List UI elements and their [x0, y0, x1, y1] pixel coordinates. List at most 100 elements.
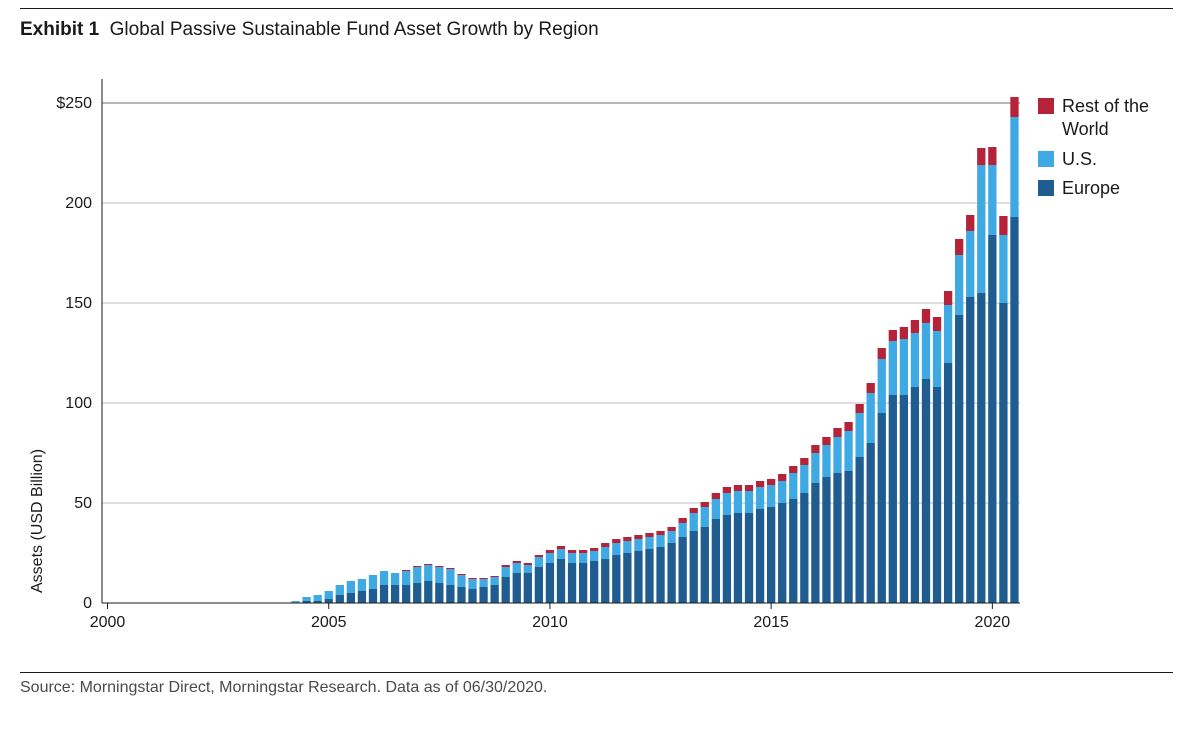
bar-segment [468, 589, 476, 603]
bar-segment [955, 239, 963, 255]
bar-segment [789, 499, 797, 603]
legend-swatch [1038, 98, 1054, 114]
bar-segment [1010, 97, 1018, 117]
bar-segment [557, 549, 565, 559]
bar-segment [933, 331, 941, 387]
legend-swatch [1038, 151, 1054, 167]
y-tick-label: 100 [65, 395, 92, 412]
bar-segment [966, 297, 974, 603]
bar-segment [833, 428, 841, 437]
bar-segment [811, 483, 819, 603]
bar-segment [955, 255, 963, 315]
bar-segment [413, 567, 421, 583]
bar-segment [336, 585, 344, 595]
bar-segment [336, 595, 344, 603]
bar-segment [446, 569, 454, 585]
bar-segment [413, 583, 421, 603]
bar-segment [435, 566, 443, 567]
bar-segment [734, 485, 742, 491]
bar-segment [767, 479, 775, 485]
bar-segment [734, 513, 742, 603]
bar-segment [822, 445, 830, 477]
bar-segment [878, 413, 886, 603]
bar-segment [822, 437, 830, 445]
bar-segment [358, 591, 366, 603]
bar-segment [712, 519, 720, 603]
bar-segment [789, 466, 797, 473]
bar-segment [402, 570, 410, 571]
bar-segment [745, 491, 753, 513]
bar-segment [789, 473, 797, 499]
bar-segment [601, 543, 609, 547]
bar-segment [1010, 217, 1018, 603]
bar-segment [490, 585, 498, 603]
bar-segment [745, 513, 753, 603]
bar-segment [867, 383, 875, 393]
bar-segment [535, 557, 543, 567]
bar-segment [922, 323, 930, 379]
bar-segment [524, 565, 532, 573]
bar-segment [977, 293, 985, 603]
bar-segment [878, 348, 886, 359]
bar-segment [667, 527, 675, 531]
bar-segment [502, 577, 510, 603]
bar-segment [612, 555, 620, 603]
bar-segment [734, 491, 742, 513]
bar-segment [1010, 117, 1018, 217]
bar-segment [490, 576, 498, 577]
bar-segment [767, 507, 775, 603]
bar-segment [723, 493, 731, 515]
y-tick-label: 150 [65, 295, 92, 312]
bar-segment [988, 147, 996, 165]
y-axis-label: Assets (USD Billion) [29, 449, 46, 593]
bar-segment [645, 533, 653, 537]
bar-segment [922, 379, 930, 603]
bottom-rule [20, 672, 1173, 673]
bar-segment [988, 235, 996, 603]
bar-segment [944, 363, 952, 603]
bar-segment [524, 573, 532, 603]
bar-segment [889, 330, 897, 341]
y-tick-label: 0 [83, 595, 92, 612]
bar-segment [756, 487, 764, 509]
bar-segment [889, 341, 897, 395]
bar-segment [623, 537, 631, 541]
bar-segment [933, 387, 941, 603]
bar-segment [325, 599, 333, 603]
bar-segment [966, 215, 974, 231]
bar-segment [424, 564, 432, 565]
chart-row: 050100150200$25020002005201020152020Asse… [20, 53, 1173, 658]
bar-segment [612, 539, 620, 543]
bar-segment [502, 567, 510, 577]
bar-segment [579, 550, 587, 553]
bar-segment [656, 547, 664, 603]
bar-segment [844, 471, 852, 603]
bar-segment [900, 327, 908, 339]
bar-segment [822, 477, 830, 603]
bar-segment [911, 387, 919, 603]
bar-segment [800, 465, 808, 493]
bar-segment [800, 458, 808, 465]
bar-segment [679, 537, 687, 603]
bar-segment [557, 559, 565, 603]
bar-segment [535, 555, 543, 557]
bar-segment [656, 535, 664, 547]
bar-segment [347, 593, 355, 603]
bar-segment [546, 550, 554, 553]
bar-segment [634, 551, 642, 603]
bar-segment [424, 581, 432, 603]
bar-segment [435, 583, 443, 603]
bar-segment [911, 333, 919, 387]
bar-segment [568, 553, 576, 563]
chart: 050100150200$25020002005201020152020Asse… [20, 53, 1030, 658]
bar-segment [302, 597, 310, 601]
bar-segment [679, 523, 687, 537]
x-tick-label: 2005 [311, 614, 347, 631]
bar-segment [922, 309, 930, 323]
bar-segment [524, 563, 532, 565]
bar-segment [712, 499, 720, 519]
bar-segment [479, 587, 487, 603]
bar-segment [944, 305, 952, 363]
bar-segment [391, 585, 399, 603]
bar-segment [712, 493, 720, 499]
